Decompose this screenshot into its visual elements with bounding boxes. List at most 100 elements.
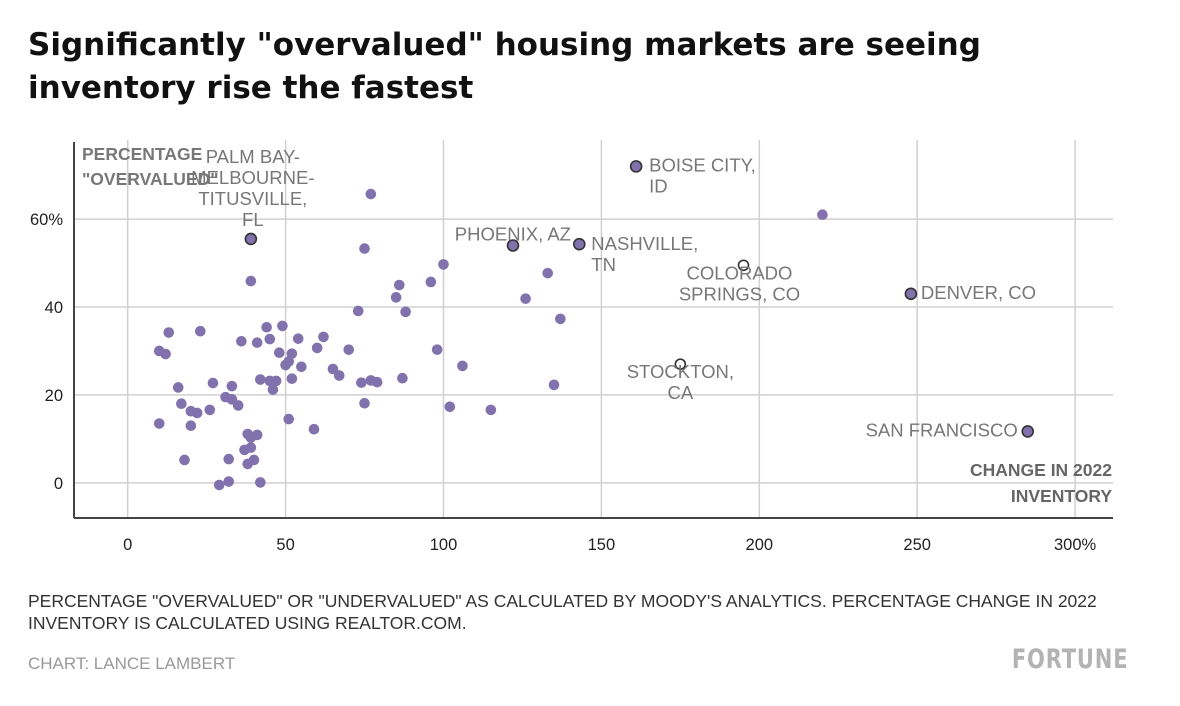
data-point bbox=[207, 377, 219, 389]
point-label: NASHVILLE, TN bbox=[591, 233, 698, 275]
data-point bbox=[248, 454, 260, 466]
data-point bbox=[292, 333, 304, 344]
y-axis-title-line: "OVERVALUED" bbox=[82, 169, 219, 189]
data-point bbox=[213, 479, 225, 491]
data-point bbox=[286, 348, 298, 359]
data-point bbox=[223, 476, 235, 487]
data-point bbox=[273, 347, 285, 359]
x-tick-label: 150 bbox=[588, 536, 616, 554]
point-label-line: CA bbox=[667, 382, 693, 403]
data-point bbox=[548, 379, 560, 391]
data-point bbox=[236, 336, 247, 347]
point-label-line: COLORADO bbox=[687, 262, 793, 283]
highlighted-point bbox=[244, 232, 258, 246]
data-point bbox=[255, 374, 266, 385]
data-point bbox=[333, 370, 345, 381]
data-point bbox=[555, 313, 566, 325]
x-axis-title-line: CHANGE IN 2022 bbox=[970, 460, 1112, 480]
data-point bbox=[286, 373, 298, 384]
data-point bbox=[204, 404, 216, 416]
data-point bbox=[397, 372, 408, 384]
grid-lines bbox=[74, 140, 1113, 518]
data-point bbox=[283, 413, 295, 425]
data-point bbox=[311, 342, 323, 354]
data-point bbox=[195, 325, 206, 337]
x-axis-title: CHANGE IN 2022 INVENTORY bbox=[970, 460, 1112, 506]
fortune-logo: FORTUNE bbox=[1011, 644, 1128, 675]
x-tick-label: 200 bbox=[746, 536, 774, 554]
x-tick-label: 0 bbox=[123, 536, 132, 554]
point-label-line: FL bbox=[242, 209, 264, 230]
data-point bbox=[444, 401, 456, 413]
highlighted-point bbox=[629, 160, 643, 173]
point-label-line: MELBOURNE- bbox=[191, 167, 314, 188]
data-point bbox=[261, 321, 272, 333]
data-point bbox=[359, 243, 370, 254]
data-point bbox=[277, 320, 288, 332]
data-point bbox=[267, 384, 279, 395]
data-point bbox=[359, 397, 370, 409]
point-label: PALM BAY-MELBOURNE-TITUSVILLE, FL bbox=[191, 146, 314, 230]
chart-credit: CHART: LANCE LAMBERT bbox=[28, 654, 236, 673]
data-point bbox=[251, 429, 263, 441]
data-point bbox=[393, 279, 405, 291]
point-label-line: SPRINGS, CO bbox=[679, 283, 800, 304]
data-point bbox=[542, 267, 554, 279]
point-label-line: TITUSVILLE, bbox=[198, 188, 307, 209]
data-point bbox=[232, 400, 244, 411]
highlighted-point bbox=[1021, 425, 1035, 438]
highlighted-point bbox=[674, 358, 687, 370]
y-tick-label: 60% bbox=[30, 211, 63, 229]
point-label-line: ID bbox=[649, 175, 668, 196]
data-point bbox=[179, 454, 190, 466]
chart-title: Significantly "overvalued" housing marke… bbox=[28, 27, 981, 106]
point-label: BOISE CITY, ID bbox=[649, 154, 756, 196]
data-point bbox=[390, 292, 402, 303]
x-tick-label: 300% bbox=[1054, 536, 1097, 554]
point-labels: PALM BAY-MELBOURNE-TITUSVILLE, FL BOISE CI… bbox=[191, 146, 1036, 441]
data-point bbox=[817, 209, 828, 221]
data-point bbox=[438, 259, 449, 270]
y-tick-label: 0 bbox=[54, 475, 63, 493]
data-point bbox=[371, 376, 383, 388]
data-point bbox=[172, 382, 184, 393]
y-axis-title-line: PERCENTAGE bbox=[82, 144, 202, 164]
highlighted-point bbox=[572, 237, 586, 251]
x-tick-label: 250 bbox=[903, 536, 931, 554]
point-label-line: TN bbox=[591, 254, 616, 275]
data-point bbox=[327, 363, 339, 375]
x-tick-label: 50 bbox=[276, 536, 294, 554]
data-point bbox=[153, 418, 165, 429]
highlighted-point bbox=[506, 239, 520, 252]
data-point bbox=[520, 293, 531, 304]
data-point bbox=[245, 275, 257, 287]
point-label: STOCKTON, CA bbox=[627, 361, 734, 403]
point-label-line: BOISE CITY, bbox=[649, 154, 756, 175]
data-point bbox=[343, 344, 355, 355]
point-label: PHOENIX, AZ bbox=[455, 223, 571, 244]
data-point bbox=[176, 398, 187, 410]
data-point bbox=[400, 306, 411, 318]
data-point bbox=[425, 276, 437, 288]
point-label-line: STOCKTON, bbox=[627, 361, 734, 382]
point-label-line: PHOENIX, AZ bbox=[455, 223, 571, 244]
data-point bbox=[191, 407, 203, 419]
point-label: SAN FRANCISCO bbox=[866, 419, 1018, 440]
data-point bbox=[457, 360, 468, 372]
data-points bbox=[153, 160, 1035, 491]
data-point bbox=[255, 477, 266, 488]
point-label: COLORADO SPRINGS, CO bbox=[679, 262, 800, 304]
y-axis-title: PERCENTAGE "OVERVALUED" bbox=[82, 144, 219, 189]
y-tick-label: 40 bbox=[45, 299, 63, 317]
data-point bbox=[318, 331, 329, 343]
data-point bbox=[431, 344, 443, 355]
point-label-line: NASHVILLE, bbox=[591, 233, 698, 254]
data-point bbox=[270, 375, 282, 387]
y-tick-label: 20 bbox=[45, 387, 63, 405]
highlighted-point bbox=[904, 287, 918, 301]
data-point bbox=[160, 348, 171, 360]
data-point bbox=[352, 305, 364, 317]
highlighted-point bbox=[737, 259, 750, 272]
point-label: DENVER, CO bbox=[921, 282, 1036, 303]
source-note: PERCENTAGE "OVERVALUED" OR "UNDERVALUED"… bbox=[28, 591, 1097, 633]
